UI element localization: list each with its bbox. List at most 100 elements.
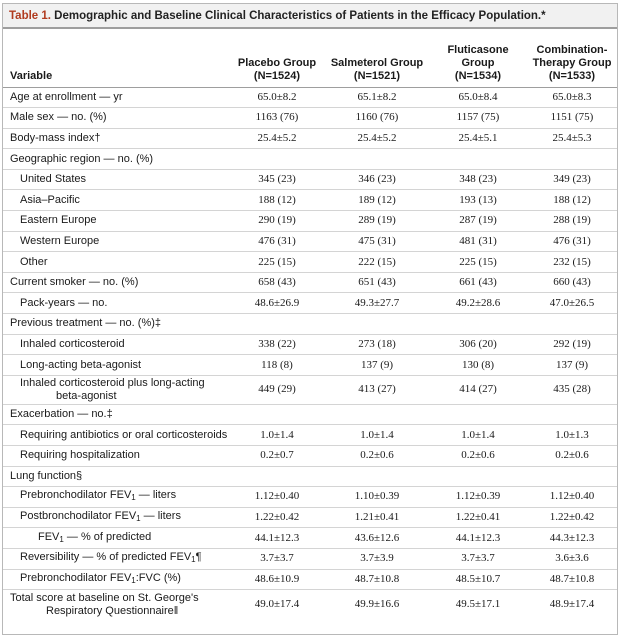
header-combination: Combination- Therapy Group (N=1533) — [527, 29, 617, 88]
fluticasone-value: 1.12±0.39 — [429, 486, 527, 508]
salmeterol-value: 273 (18) — [325, 334, 429, 356]
row-label-subscript: 1 — [136, 514, 141, 524]
row-label: Western Europe — [3, 231, 229, 253]
table-row: Prebronchodilator FEV1 — liters 1.12±0.40… — [3, 486, 617, 508]
row-label: Inhaled corticosteroid plus long-acting b… — [3, 375, 229, 405]
header-variable: Variable — [3, 29, 229, 88]
combination-value: 48.7±10.8 — [527, 569, 617, 591]
row-label-text: Inhaled corticosteroid — [20, 337, 125, 350]
header-salmeterol-n: (N=1521) — [353, 69, 401, 82]
row-label: Exacerbation — no.‡ — [3, 404, 229, 426]
combination-value — [527, 313, 617, 335]
row-label-text: Reversibility — % of predicted FEV — [20, 551, 192, 564]
salmeterol-value: 43.6±12.6 — [325, 527, 429, 549]
row-label: Postbronchodilator FEV1 — liters — [3, 507, 229, 529]
combination-value: 1.0±1.3 — [527, 424, 617, 446]
fluticasone-value: 348 (23) — [429, 169, 527, 191]
row-label: Long-acting beta-agonist — [3, 354, 229, 376]
row-label-subscript: 1 — [191, 555, 196, 565]
row-label-text: United States — [20, 173, 87, 186]
table-frame: Table 1. Demographic and Baseline Clinic… — [2, 3, 618, 635]
salmeterol-value: 1160 (76) — [325, 107, 429, 129]
placebo-value: 48.6±26.9 — [229, 292, 325, 315]
fluticasone-value — [429, 313, 527, 335]
fluticasone-value: 225 (15) — [429, 251, 527, 273]
row-label: Current smoker — no. (%) — [3, 272, 229, 294]
fluticasone-value: 414 (27) — [429, 375, 527, 405]
placebo-value — [229, 313, 325, 335]
row-label-text: Lung function§ — [10, 469, 83, 482]
fluticasone-value: 49.5±17.1 — [455, 598, 501, 611]
salmeterol-value — [325, 466, 429, 488]
placebo-value: 118 (8) — [229, 354, 325, 376]
row-label-text: Asia–Pacific — [20, 193, 80, 206]
table-row: Reversibility — % of predicted FEV1¶ 3.7±… — [3, 548, 617, 570]
combination-value: 1151 (75) — [527, 107, 617, 129]
placebo-value: 449 (29) — [229, 375, 325, 405]
header-placebo: Placebo Group (N=1524) — [229, 29, 325, 88]
combination-value: 1.12±0.40 — [527, 486, 617, 508]
table-row: Age at enrollment — yr 65.0±8.2 65.1±8.2 65… — [3, 87, 617, 109]
row-label-subscript: 1 — [131, 493, 136, 503]
table-row: Long-acting beta-agonist 118 (8) 137 (9) 13… — [3, 354, 617, 376]
fluticasone-value: 130 (8) — [429, 354, 527, 376]
row-label: Reversibility — % of predicted FEV1¶ — [3, 548, 229, 570]
row-label-text: Other — [20, 255, 48, 268]
row-label-text: Postbronchodilator FEV — [20, 510, 137, 523]
table-row: Inhaled corticosteroid plus long-acting b… — [3, 375, 617, 405]
row-label: Other — [3, 251, 229, 273]
row-label-text: Requiring antibiotics or oral corticoste… — [20, 428, 228, 441]
salmeterol-value: 49.9±16.6 — [354, 598, 400, 611]
table-row: Requiring hospitalization 0.2±0.7 0.2±0.6 0… — [3, 445, 617, 467]
placebo-value: 1163 (76) — [229, 107, 325, 129]
placebo-value: 65.0±8.2 — [229, 87, 325, 109]
fluticasone-value: 1.0±1.4 — [429, 424, 527, 446]
combination-value: 1.22±0.42 — [527, 507, 617, 529]
header-combination-n: (N=1533) — [548, 69, 596, 82]
salmeterol-value: 49.3±27.7 — [325, 292, 429, 315]
row-label-suffix: — % of predicted — [63, 530, 152, 543]
table-row: Pack-years — no. 48.6±26.9 49.3±27.7 49.2±2… — [3, 292, 617, 315]
salmeterol-value — [325, 148, 429, 170]
row-label-suffix: ¶ — [195, 551, 202, 564]
placebo-value — [229, 148, 325, 170]
salmeterol-value: 1.21±0.41 — [325, 507, 429, 529]
table-row: Eastern Europe 290 (19) 289 (19) 287 (19) 28… — [3, 210, 617, 232]
table-row: Lung function§ — [3, 466, 617, 488]
combination-value — [527, 466, 617, 488]
combination-value: 349 (23) — [527, 169, 617, 191]
combination-value: 25.4±5.3 — [527, 128, 617, 150]
table-row: Current smoker — no. (%) 658 (43) 651 (43)… — [3, 272, 617, 294]
row-label-suffix: — liters — [135, 489, 177, 502]
row-label-text: Current smoker — no. (%) — [10, 276, 139, 289]
combination-value: 3.6±3.6 — [527, 548, 617, 570]
placebo-value: 338 (22) — [229, 334, 325, 356]
fluticasone-value — [429, 466, 527, 488]
fluticasone-value: 48.5±10.7 — [429, 569, 527, 591]
header-salmeterol: Salmeterol Group (N=1521) — [325, 29, 429, 88]
salmeterol-value: 1.0±1.4 — [325, 424, 429, 446]
row-label-text: Body-mass index† — [10, 131, 101, 144]
row-label-text: Requiring hospitalization — [20, 449, 140, 462]
header-fluticasone-n: (N=1534) — [454, 69, 502, 82]
header-fluticasone-name: Fluticasone Group — [447, 43, 509, 69]
table-body: Age at enrollment — yr 65.0±8.2 65.1±8.2 65… — [3, 87, 617, 620]
placebo-value: 3.7±3.7 — [229, 548, 325, 570]
salmeterol-value — [325, 404, 429, 426]
placebo-value: 290 (19) — [229, 210, 325, 232]
combination-value: 188 (12) — [527, 189, 617, 212]
fluticasone-value: 193 (13) — [429, 189, 527, 212]
combination-value: 435 (28) — [527, 375, 617, 405]
header-placebo-n: (N=1524) — [253, 69, 301, 82]
characteristics-table: Variable Placebo Group (N=1524) Salmeter… — [3, 29, 617, 620]
combination-value: 292 (19) — [527, 334, 617, 356]
fluticasone-value: 44.1±12.3 — [429, 527, 527, 549]
header-placebo-name: Placebo Group — [237, 56, 317, 69]
fluticasone-value: 287 (19) — [429, 210, 527, 232]
row-label-continuation: beta-agonist — [56, 389, 117, 402]
combination-value: 44.3±12.3 — [527, 527, 617, 549]
table-row: Exacerbation — no.‡ — [3, 404, 617, 426]
salmeterol-value: 1.10±0.39 — [325, 486, 429, 508]
row-label: Body-mass index† — [3, 128, 229, 150]
row-label: United States — [3, 169, 229, 191]
